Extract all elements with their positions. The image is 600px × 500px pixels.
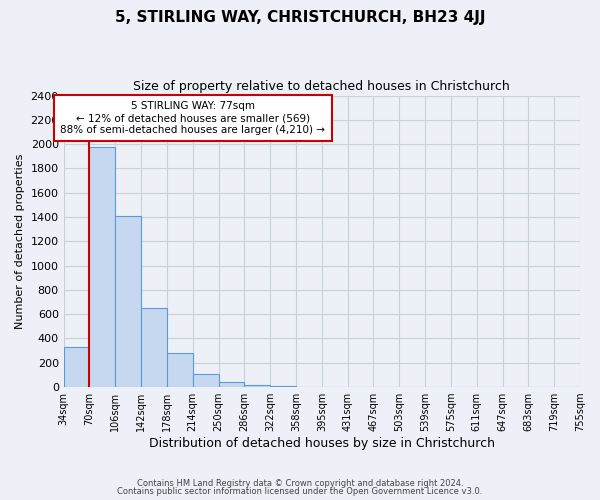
Y-axis label: Number of detached properties: Number of detached properties (15, 154, 25, 329)
Text: 5 STIRLING WAY: 77sqm
← 12% of detached houses are smaller (569)
88% of semi-det: 5 STIRLING WAY: 77sqm ← 12% of detached … (60, 102, 325, 134)
Bar (193, 374, 218, 387)
Bar (270, 386, 296, 387)
Text: 5, STIRLING WAY, CHRISTCHURCH, BH23 4JJ: 5, STIRLING WAY, CHRISTCHURCH, BH23 4JJ (115, 10, 485, 25)
Title: Size of property relative to detached houses in Christchurch: Size of property relative to detached ho… (133, 80, 510, 93)
Bar (64, 347, 89, 387)
Text: Contains public sector information licensed under the Open Government Licence v3: Contains public sector information licen… (118, 487, 482, 496)
Bar (244, 384, 270, 387)
X-axis label: Distribution of detached houses by size in Christchurch: Distribution of detached houses by size … (149, 437, 495, 450)
Bar (89, 146, 115, 387)
Bar (115, 216, 141, 387)
Bar (218, 382, 244, 387)
Bar (167, 353, 193, 387)
Text: Contains HM Land Registry data © Crown copyright and database right 2024.: Contains HM Land Registry data © Crown c… (137, 478, 463, 488)
Bar (141, 308, 167, 387)
